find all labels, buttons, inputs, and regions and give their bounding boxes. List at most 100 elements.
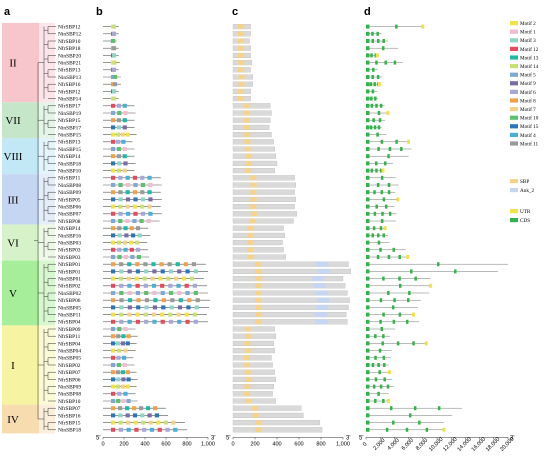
motif-box bbox=[152, 305, 158, 310]
motif-box bbox=[118, 413, 123, 418]
gene-label: NinSBP18 bbox=[58, 161, 81, 167]
cds-exon bbox=[377, 147, 380, 151]
cds-exon bbox=[366, 67, 370, 72]
motif-box bbox=[140, 197, 146, 202]
motif-box bbox=[123, 327, 128, 331]
cds-exon bbox=[392, 420, 395, 425]
motif-box bbox=[132, 190, 138, 195]
cds-exon bbox=[366, 168, 370, 173]
motif-box bbox=[163, 420, 169, 425]
panel-letter-d: d bbox=[364, 6, 371, 18]
sbp-domain bbox=[255, 297, 261, 303]
motif-box bbox=[115, 132, 121, 137]
motif-box bbox=[146, 219, 151, 223]
cds-exon bbox=[366, 154, 370, 159]
motif-box bbox=[111, 240, 116, 245]
motif-box bbox=[111, 283, 116, 288]
cds-exon bbox=[371, 31, 374, 36]
cds-exon bbox=[366, 24, 370, 29]
motif-box bbox=[151, 312, 157, 317]
cds-exon bbox=[393, 298, 396, 303]
motif-box bbox=[173, 427, 178, 432]
subfamily-band bbox=[2, 174, 39, 225]
motif-box bbox=[117, 233, 122, 238]
cds-exon bbox=[410, 269, 413, 274]
cds-exon bbox=[382, 312, 385, 317]
motif-box bbox=[116, 334, 121, 339]
gene-label: NinSBP01 bbox=[58, 277, 81, 283]
motif-box bbox=[148, 197, 153, 202]
c-tick-label: 800 bbox=[316, 441, 325, 447]
motif-box bbox=[111, 183, 116, 187]
motif-box bbox=[118, 211, 123, 216]
motif-box bbox=[111, 319, 116, 324]
cds-exon bbox=[387, 255, 391, 259]
motif-box bbox=[119, 283, 124, 288]
cds-exon bbox=[383, 161, 387, 166]
motif-box bbox=[161, 305, 166, 310]
gene-label: NinSBP06 bbox=[58, 205, 81, 211]
motif-box bbox=[194, 305, 199, 310]
gene-label: NfrSBP04 bbox=[58, 319, 81, 326]
motif-box bbox=[142, 427, 147, 432]
motif-box bbox=[120, 370, 125, 375]
ank2-domain bbox=[313, 283, 326, 289]
cds-exon bbox=[374, 377, 378, 382]
b-tick-label: 200 bbox=[119, 441, 128, 447]
motif-box bbox=[111, 204, 116, 209]
cds-exon bbox=[395, 139, 398, 144]
cds-exon bbox=[366, 327, 370, 331]
structure-legend-label: UTR bbox=[520, 209, 531, 215]
utr-block bbox=[375, 53, 379, 58]
cds-exon bbox=[398, 312, 402, 317]
subfamily-label: II bbox=[9, 58, 17, 70]
cds-exon bbox=[379, 298, 383, 303]
motif-box bbox=[149, 427, 155, 432]
domain-legend-label: Ank_2 bbox=[520, 188, 535, 194]
cds-exon bbox=[371, 75, 374, 79]
sbp-domain bbox=[247, 225, 254, 231]
sbp-domain bbox=[238, 60, 245, 65]
subfamily-band bbox=[2, 260, 39, 326]
motif-box bbox=[129, 240, 134, 245]
cds-exon bbox=[366, 211, 370, 216]
motif-box bbox=[118, 183, 123, 187]
motif-box bbox=[125, 370, 130, 375]
gene-label: NfrSBP14 bbox=[58, 153, 81, 160]
motif-box bbox=[120, 132, 125, 137]
sbp-domain bbox=[244, 348, 251, 353]
cds-exon bbox=[370, 168, 374, 173]
motif-box bbox=[174, 276, 179, 281]
gene-label: NinSBP15 bbox=[58, 147, 81, 153]
cds-exon bbox=[398, 276, 401, 281]
motif-box bbox=[111, 147, 116, 151]
cds-exon bbox=[400, 147, 403, 151]
cds-exon bbox=[392, 247, 396, 252]
cds-exon bbox=[391, 305, 395, 310]
cds-exon bbox=[366, 89, 370, 94]
sbp-domain bbox=[247, 233, 254, 238]
motif-box bbox=[126, 399, 131, 403]
motif-box bbox=[111, 406, 116, 411]
b-tick-label: 800 bbox=[182, 441, 191, 447]
ank2-domain bbox=[316, 297, 329, 303]
utr-block bbox=[387, 370, 391, 375]
cds-exon bbox=[377, 240, 381, 245]
motif-legend-label: Motif 6 bbox=[520, 89, 536, 96]
motif-box bbox=[111, 125, 116, 130]
cds-exon bbox=[388, 147, 392, 151]
motif-box bbox=[161, 298, 166, 303]
motif-box bbox=[118, 420, 123, 425]
motif-box bbox=[111, 96, 117, 101]
sbp-domain bbox=[255, 305, 261, 310]
subfamily-band-fade bbox=[39, 102, 55, 139]
gene-label: NinSBP05 bbox=[58, 305, 81, 311]
motif-box bbox=[110, 39, 116, 43]
cds-exon bbox=[454, 269, 457, 274]
gene-label: NfrSBP12 bbox=[58, 88, 81, 95]
motif-box bbox=[111, 175, 116, 180]
motif-box bbox=[111, 348, 116, 353]
cds-exon bbox=[366, 384, 370, 389]
cds-exon bbox=[374, 161, 378, 166]
protein-bar bbox=[232, 124, 270, 130]
